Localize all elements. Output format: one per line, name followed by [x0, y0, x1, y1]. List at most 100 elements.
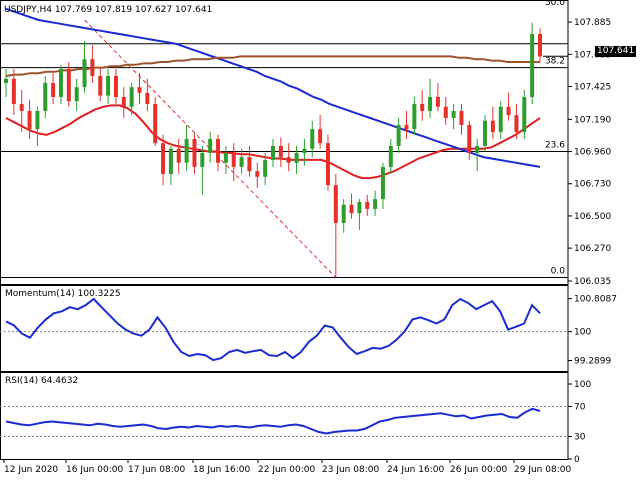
time-tick-label: 22 Jun 00:00	[258, 465, 315, 475]
candle-body	[208, 138, 213, 153]
candle-body	[349, 204, 354, 214]
candle-body	[74, 87, 79, 102]
current-price-tag: 107.641	[595, 46, 637, 57]
candle-body	[388, 145, 393, 167]
candle-body	[435, 96, 440, 107]
candle-body	[231, 152, 236, 167]
time-tick-label: 16 Jun 00:00	[66, 465, 123, 475]
price-tick-label: 107.190	[574, 115, 611, 125]
candle-body	[200, 152, 205, 167]
candle-body	[11, 78, 16, 104]
candle-body	[443, 106, 448, 118]
candle-body	[498, 106, 503, 132]
price-tick-label: 106.035	[574, 277, 611, 287]
price-tick-label: 106.960	[574, 148, 611, 158]
candle-body	[216, 138, 221, 163]
price-tick-label: 107.425	[574, 82, 611, 92]
candle-body	[137, 87, 142, 93]
candle-body	[153, 103, 158, 144]
candle-body	[459, 110, 464, 125]
rsi-title: RSI(14) 64.4632	[5, 376, 79, 386]
momentum-line	[5, 297, 541, 362]
rsi-line	[5, 407, 541, 435]
candle-body	[176, 148, 181, 163]
candle-body	[239, 157, 244, 167]
time-tick-label: 26 Jun 00:00	[450, 465, 507, 475]
fib-trend-line	[84, 19, 337, 278]
candle-body	[294, 152, 299, 163]
candle-body	[129, 87, 134, 107]
candle-body	[380, 166, 385, 200]
candle-body	[66, 68, 71, 102]
time-tick-label: 17 Jun 08:00	[128, 465, 185, 475]
fib-level-label: 23.6	[545, 141, 565, 151]
candle-body	[192, 138, 197, 167]
moving-average-line	[5, 55, 540, 77]
panel-border	[0, 0, 569, 285]
candle-body	[420, 103, 425, 111]
indicator-tick-label: 0	[574, 455, 580, 465]
candle-body	[255, 171, 260, 177]
candle-body	[90, 59, 95, 76]
candle-body	[247, 157, 252, 172]
candle-body	[506, 106, 511, 116]
candle-body	[451, 110, 456, 118]
fib-level-label: 50.0	[545, 0, 565, 8]
candle-body	[27, 110, 32, 130]
time-tick-label: 24 Jun 16:00	[387, 465, 444, 475]
candle-body	[161, 143, 166, 174]
momentum-title: Momentum(14) 100.3225	[5, 289, 121, 299]
candle-body	[490, 120, 495, 132]
candle-body	[310, 129, 315, 149]
price-tick-label: 106.270	[574, 244, 611, 254]
indicator-tick-label: 70	[574, 403, 586, 413]
candle-body	[58, 68, 63, 97]
candle-body	[35, 110, 40, 130]
candle-body	[333, 185, 338, 223]
candle-body	[113, 75, 118, 97]
candle-body	[223, 152, 228, 163]
moving-average-line	[5, 7, 541, 168]
price-tick-label: 106.730	[574, 180, 611, 190]
candle-body	[98, 75, 103, 96]
time-tick-label: 12 Jun 2020	[4, 465, 58, 475]
price-tick-label: 106.500	[574, 212, 611, 222]
price-tick-label: 107.655	[574, 50, 611, 60]
candle-body	[373, 199, 378, 209]
candle-body	[396, 124, 401, 146]
candle-body	[106, 75, 111, 96]
candle-body	[263, 159, 268, 177]
indicator-tick-label: 100	[574, 328, 591, 338]
fib-level-label: 38.2	[545, 57, 565, 67]
indicator-tick-label: 100.8087	[574, 295, 617, 305]
candle-body	[82, 59, 87, 88]
indicator-tick-label: 30	[574, 433, 586, 443]
candle-body	[467, 124, 472, 153]
candle-body	[278, 145, 283, 158]
candle-body	[302, 148, 307, 153]
candle-body	[365, 201, 370, 209]
time-tick-label: 18 Jun 16:00	[193, 465, 250, 475]
candle-body	[325, 143, 330, 186]
candle-body	[4, 78, 8, 83]
candle-body	[514, 115, 519, 132]
candle-body	[121, 96, 126, 107]
indicator-tick-label: 99.2899	[574, 357, 611, 367]
candle-body	[341, 204, 346, 223]
candle-body	[522, 96, 527, 132]
candle-body	[271, 145, 275, 160]
chart-title: USDJPY,H4 107.769 107.819 107.627 107.64…	[4, 5, 213, 15]
candle-body	[475, 145, 480, 153]
candle-body	[19, 103, 24, 111]
time-tick-label: 23 Jun 08:00	[322, 465, 379, 475]
time-tick-label: 29 Jun 08:00	[514, 465, 571, 475]
candle-body	[184, 138, 189, 163]
candle-body	[43, 82, 48, 111]
candle-body	[51, 82, 56, 97]
candle-body	[404, 124, 409, 130]
candle-body	[286, 157, 291, 163]
candle-body	[412, 103, 417, 130]
candle-body	[483, 120, 488, 146]
